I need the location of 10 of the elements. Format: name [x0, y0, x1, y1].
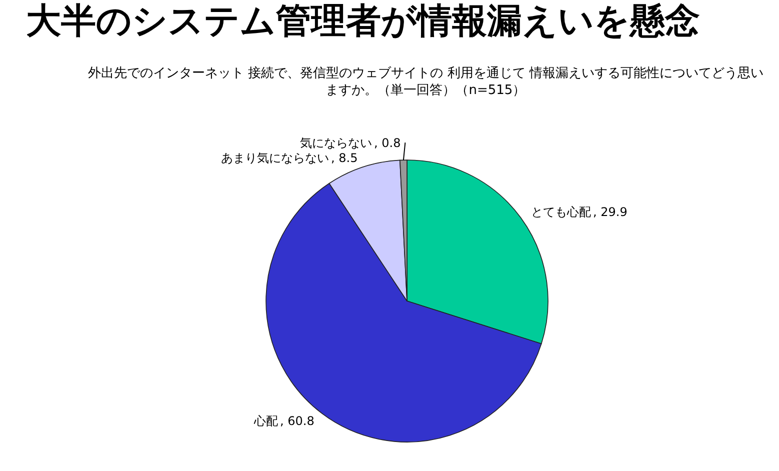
- chart-title: 大半のシステム管理者が情報漏えいを懸念: [26, 2, 700, 42]
- chart-subtitle: 外出先でのインターネット 接続で、発信型のウェブサイトの 利用を通じて 情報漏えいする可能性についてどう思いますか。（単一回答）（n=515）: [88, 66, 764, 98]
- slice-label: あまり気にならない: [221, 151, 329, 165]
- data-label: , 0.8: [374, 136, 401, 150]
- slice-label: とても心配: [531, 205, 591, 219]
- data-label: , 29.9: [593, 205, 628, 219]
- data-label: , 60.8: [280, 414, 314, 428]
- data-label: , 8.5: [331, 151, 358, 165]
- slice-label: 心配: [253, 414, 278, 428]
- slice-label: 気にならない: [300, 136, 372, 150]
